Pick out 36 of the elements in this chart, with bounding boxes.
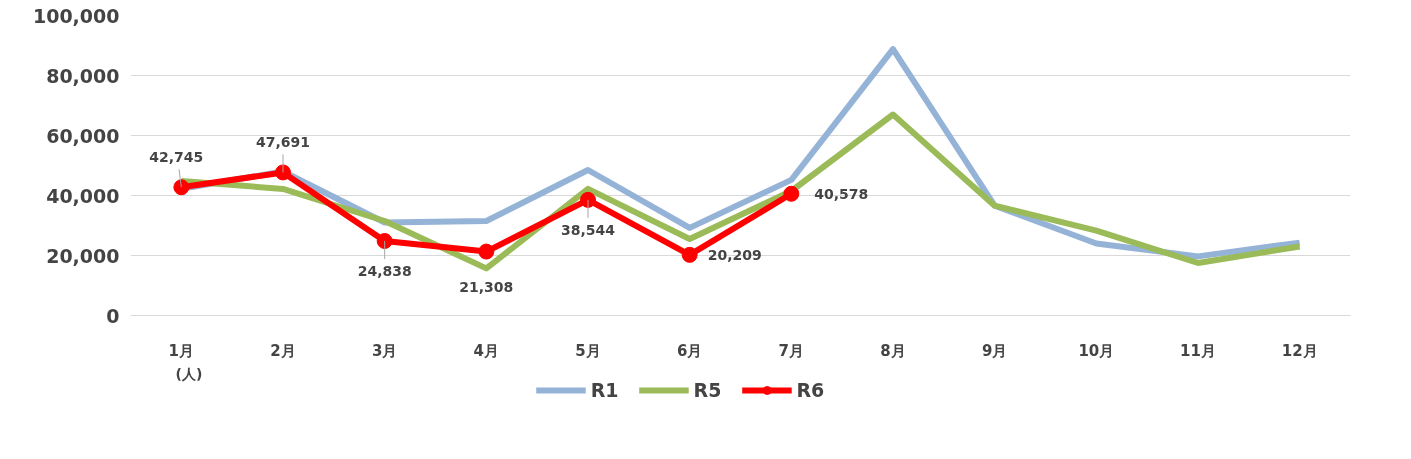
data-label: 40,578	[814, 185, 869, 202]
legend-label: R5	[693, 378, 722, 401]
y-tick-label: 20,000	[46, 244, 120, 267]
y-tick-label: 40,000	[46, 184, 120, 207]
x-tick-label: 11月	[1180, 341, 1216, 360]
data-label: 20,209	[707, 246, 762, 263]
x-tick-label: 10月	[1078, 341, 1115, 360]
legend-label: R6	[796, 378, 825, 401]
x-tick-label: 9月	[981, 341, 1008, 360]
y-tick-label: 60,000	[46, 124, 120, 147]
data-label: 24,838	[357, 262, 412, 279]
point	[275, 164, 291, 181]
point	[376, 233, 393, 249]
x-tick-label: 5月	[575, 341, 601, 360]
data-label: 21,308	[459, 278, 514, 295]
y-tick-label: 0	[106, 304, 120, 327]
x-tick-label: 3月	[371, 341, 398, 360]
data-label: 47,691	[255, 134, 311, 151]
x-tick-label: 12月	[1281, 341, 1318, 360]
point	[681, 246, 698, 263]
x-tick-label: 7月	[778, 341, 805, 360]
y-tick-label: 100,000	[32, 4, 120, 27]
data-label: 42,745	[149, 149, 204, 166]
point	[478, 243, 495, 260]
legend-label: R1	[590, 378, 619, 401]
point	[580, 191, 596, 208]
x-tick-label: 1月	[168, 341, 195, 360]
x-tick-label: 8月	[880, 341, 906, 360]
data-label: 38,544	[560, 221, 616, 238]
x-tick-label: 4月	[473, 341, 500, 360]
text: (人)	[175, 365, 203, 382]
y-tick-label: 80,000	[46, 64, 120, 87]
point	[783, 185, 800, 202]
x-tick-label: 6月	[676, 341, 703, 360]
x-tick-label: 2月	[270, 341, 296, 360]
point	[173, 179, 190, 196]
